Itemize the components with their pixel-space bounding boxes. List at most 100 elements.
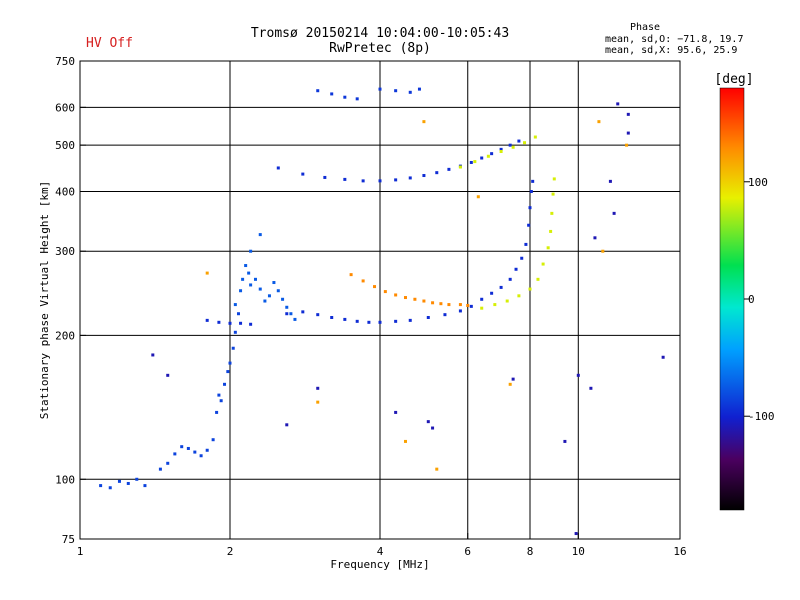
data-point — [158, 467, 162, 471]
data-point — [552, 177, 556, 181]
y-tick-label: 75 — [62, 533, 75, 546]
data-point — [343, 95, 347, 99]
x-tick-label: 16 — [673, 545, 686, 558]
data-point — [422, 174, 426, 178]
data-point — [499, 149, 503, 153]
data-point — [249, 249, 253, 253]
data-point — [469, 160, 473, 164]
data-point — [231, 346, 235, 350]
data-point — [458, 303, 462, 307]
data-point — [367, 320, 371, 324]
data-point — [625, 143, 629, 147]
data-point — [403, 296, 407, 300]
data-point — [447, 167, 451, 171]
colorbar-tick-label: -100 — [748, 410, 775, 423]
data-point — [394, 410, 398, 414]
y-tick-label: 200 — [55, 329, 75, 342]
data-point — [267, 294, 271, 298]
data-point — [249, 322, 253, 326]
data-point — [480, 306, 484, 310]
y-tick-label: 750 — [55, 55, 75, 68]
data-point — [285, 423, 289, 427]
phase-stats-title: Phase — [629, 22, 661, 33]
data-point — [343, 317, 347, 321]
data-point — [258, 287, 262, 291]
data-point — [117, 479, 121, 483]
data-point — [249, 283, 253, 287]
colorbar-tick-label: 0 — [748, 293, 755, 306]
data-point — [499, 147, 503, 151]
data-point — [439, 302, 443, 306]
data-point — [361, 179, 365, 183]
x-tick-label: 2 — [227, 545, 234, 558]
data-point — [330, 315, 334, 319]
data-point — [541, 262, 545, 266]
data-point — [394, 293, 398, 297]
data-point — [531, 179, 535, 183]
plot-title: Tromsø 20150214 10:04:00-10:05:43 — [250, 26, 510, 41]
data-point — [431, 426, 435, 430]
data-point — [576, 373, 580, 377]
data-point — [551, 192, 555, 196]
data-point — [205, 271, 209, 275]
x-tick-label: 4 — [377, 545, 384, 558]
data-point — [417, 87, 421, 91]
data-point — [422, 120, 426, 124]
data-point — [533, 135, 537, 139]
data-point — [355, 97, 359, 101]
phase-x-stats: mean, sd,X: 95.6, 25.9 — [605, 45, 738, 56]
data-point — [514, 267, 518, 271]
data-point — [228, 321, 232, 325]
data-point — [476, 195, 480, 199]
data-point — [511, 145, 515, 149]
y-tick-label: 600 — [55, 101, 75, 114]
data-point — [108, 486, 112, 490]
colorbar-ticks: 100 0 -100 — [744, 176, 775, 423]
data-point — [443, 313, 447, 317]
data-point — [626, 112, 630, 116]
data-point — [355, 319, 359, 323]
x-tick-label: 6 — [464, 545, 471, 558]
y-axis-label: Stationary phase Virtual Height [km] — [38, 181, 51, 419]
x-axis: 1 2 4 6 8 10 16 — [77, 533, 687, 558]
data-point — [247, 271, 251, 275]
data-point — [233, 303, 237, 307]
data-point — [276, 289, 280, 293]
data-point — [601, 249, 605, 253]
colorbar-tick-label: 100 — [748, 176, 768, 189]
x-tick-label: 8 — [527, 545, 534, 558]
data-point — [527, 223, 531, 227]
data-point — [413, 297, 417, 301]
data-point — [480, 297, 484, 301]
data-point — [528, 206, 532, 210]
data-point — [473, 160, 477, 164]
colorbar-unit-label: [deg] — [714, 72, 753, 87]
data-point — [563, 439, 567, 443]
data-point — [289, 312, 293, 316]
data-point — [536, 277, 540, 281]
data-point — [151, 353, 155, 357]
data-point — [394, 89, 398, 93]
data-point — [180, 445, 184, 449]
data-point — [466, 303, 470, 307]
data-point — [520, 256, 524, 260]
data-point — [435, 171, 439, 175]
y-tick-label: 300 — [55, 245, 75, 258]
data-point — [378, 179, 382, 183]
data-point — [431, 301, 435, 305]
data-point — [546, 246, 550, 250]
data-point — [508, 277, 512, 281]
data-point — [316, 313, 320, 317]
data-point — [316, 89, 320, 93]
data-point — [241, 277, 245, 281]
data-point — [211, 438, 215, 442]
data-point — [661, 355, 665, 359]
data-point — [499, 285, 503, 289]
data-point — [447, 303, 451, 307]
y-tick-label: 500 — [55, 139, 75, 152]
data-point — [166, 373, 170, 377]
data-point — [608, 179, 612, 183]
data-point — [523, 141, 527, 145]
data-point — [272, 281, 276, 285]
